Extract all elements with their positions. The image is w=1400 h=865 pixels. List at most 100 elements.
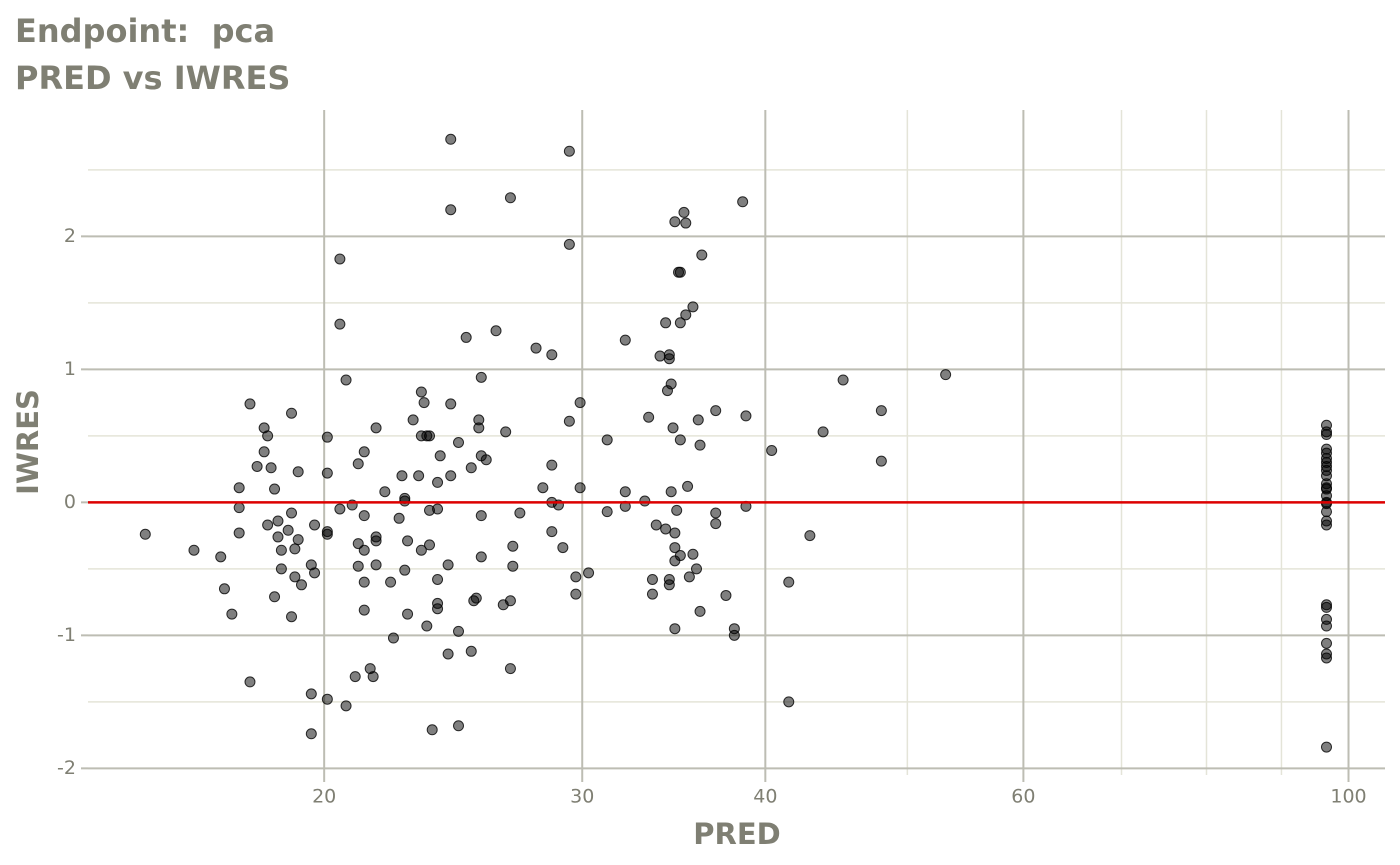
point — [432, 573, 444, 585]
point — [694, 439, 706, 451]
point — [504, 663, 516, 675]
point — [442, 648, 454, 660]
point — [671, 504, 683, 516]
point — [292, 534, 304, 546]
point — [426, 724, 438, 736]
point — [583, 567, 595, 579]
point — [370, 559, 382, 571]
point — [269, 591, 281, 603]
point — [639, 495, 651, 507]
point — [546, 526, 558, 538]
point — [1320, 620, 1332, 632]
point — [432, 603, 444, 615]
x-tick-label: 100 — [1330, 786, 1366, 808]
point — [667, 422, 679, 434]
point — [289, 543, 301, 555]
point — [465, 645, 477, 657]
point — [272, 515, 284, 527]
point — [399, 564, 411, 576]
point — [334, 253, 346, 265]
point — [269, 483, 281, 495]
point — [720, 589, 732, 601]
point — [692, 414, 704, 426]
point — [680, 217, 692, 229]
point — [453, 437, 465, 448]
point — [309, 567, 321, 579]
point — [537, 482, 549, 494]
point — [1320, 652, 1332, 664]
point — [453, 720, 465, 732]
point — [563, 415, 575, 427]
point — [817, 426, 829, 438]
point — [358, 510, 370, 522]
point — [665, 486, 677, 498]
point — [710, 405, 722, 417]
point — [674, 317, 686, 329]
point — [407, 414, 419, 426]
point — [286, 611, 298, 623]
y-tick-label: 1 — [64, 358, 76, 380]
point — [321, 693, 333, 705]
point — [275, 563, 287, 575]
point — [352, 458, 364, 470]
point — [432, 503, 444, 515]
point — [445, 204, 457, 216]
point — [1320, 601, 1332, 613]
point — [1320, 519, 1332, 531]
point — [424, 539, 436, 551]
point — [188, 544, 200, 556]
point — [687, 548, 699, 560]
x-tick-label: 40 — [753, 786, 777, 808]
point — [226, 608, 238, 620]
point — [660, 317, 672, 329]
point — [546, 349, 558, 361]
point — [265, 462, 277, 474]
point — [421, 620, 433, 632]
point — [601, 506, 613, 518]
point — [475, 371, 487, 383]
point — [557, 542, 569, 554]
point — [334, 318, 346, 330]
x-tick-label: 20 — [312, 786, 336, 808]
point — [650, 519, 662, 531]
point — [233, 502, 245, 514]
point — [349, 671, 361, 683]
point — [574, 397, 586, 409]
point — [309, 519, 321, 531]
point — [432, 476, 444, 488]
point — [275, 544, 287, 556]
point — [694, 605, 706, 617]
point — [399, 495, 411, 507]
point — [682, 480, 694, 492]
point — [413, 470, 425, 482]
point — [875, 405, 887, 417]
point — [379, 486, 391, 498]
point — [286, 407, 298, 419]
x-axis-label: PRED — [693, 817, 780, 851]
point — [643, 411, 655, 423]
point — [402, 535, 414, 547]
point — [434, 450, 446, 462]
point — [601, 434, 613, 446]
point — [453, 625, 465, 637]
point — [669, 216, 681, 228]
point — [470, 592, 482, 604]
y-tick-label: -2 — [57, 757, 76, 779]
point — [710, 518, 722, 530]
point — [460, 331, 472, 343]
point — [475, 551, 487, 563]
point — [507, 540, 519, 552]
point — [295, 579, 307, 591]
y-tick-label: 0 — [64, 491, 76, 513]
point — [480, 454, 492, 466]
point — [475, 510, 487, 522]
point — [396, 470, 408, 482]
point — [370, 535, 382, 547]
point — [139, 528, 151, 540]
point — [215, 551, 227, 563]
point — [1320, 429, 1332, 441]
point — [258, 446, 270, 458]
point — [563, 238, 575, 250]
point — [340, 700, 352, 712]
point — [473, 422, 485, 434]
